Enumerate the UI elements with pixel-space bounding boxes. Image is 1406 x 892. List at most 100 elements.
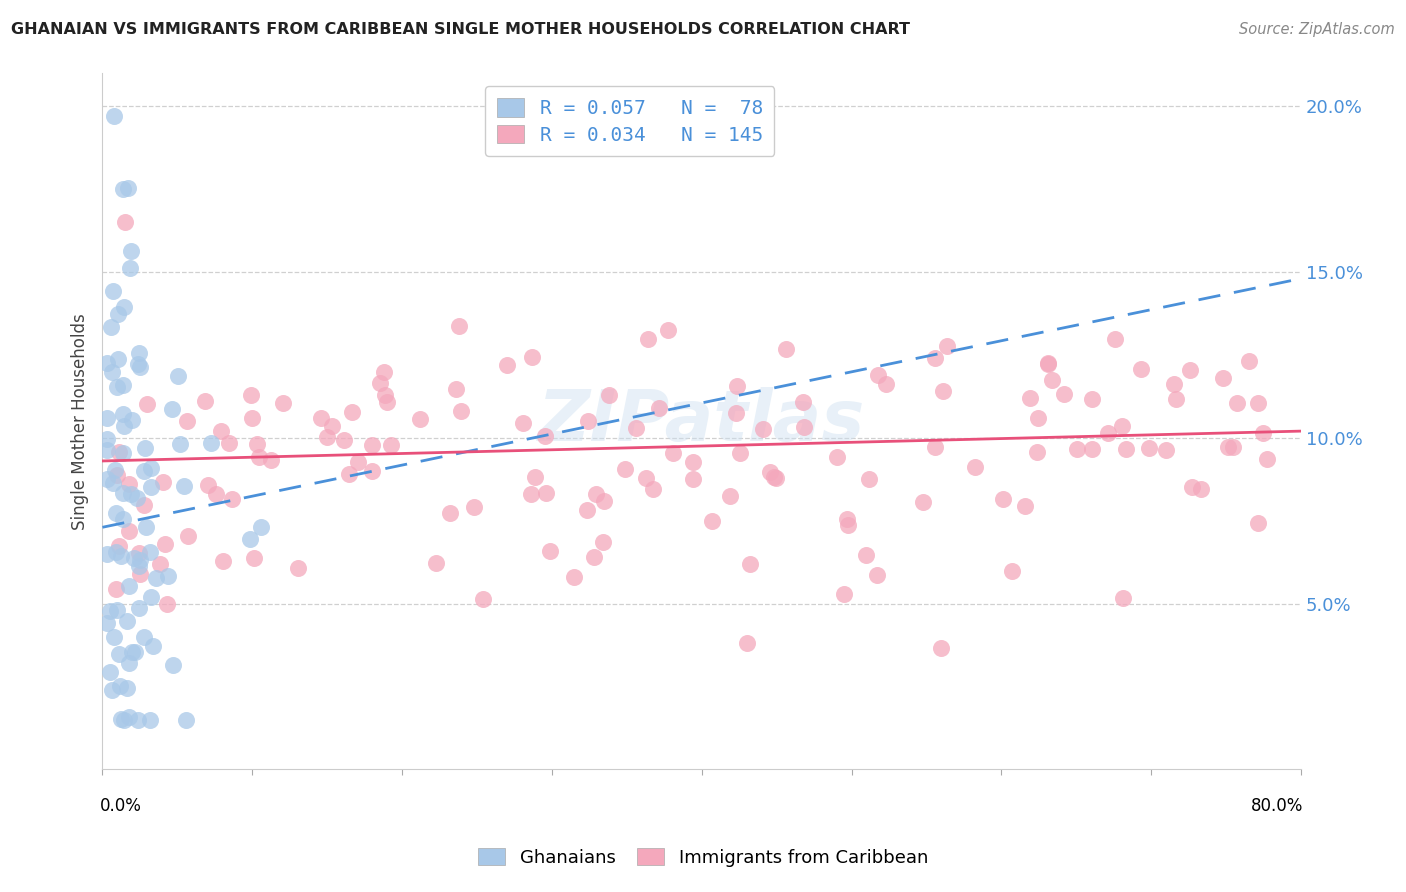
Point [128,600,150,615]
Point [209,424,232,438]
Point [858,472,880,486]
Point [177,528,200,542]
Point [145,571,167,585]
Point [309,411,332,425]
Point [105,506,128,520]
Point [1115,442,1137,456]
Point [832,586,855,600]
Point [142,640,165,654]
Point [205,487,228,501]
Point [472,591,495,606]
Point [152,475,174,489]
Point [149,558,172,572]
Point [98,604,121,618]
Point [127,713,149,727]
Point [124,645,146,659]
Point [122,551,145,566]
Point [108,647,131,661]
Point [176,414,198,428]
Point [112,486,135,500]
Point [156,568,179,582]
Point [117,710,139,724]
Point [728,446,751,460]
Point [115,681,138,695]
Point [374,388,396,402]
Point [110,712,132,726]
Point [682,473,704,487]
Point [643,482,665,496]
Point [837,517,859,532]
Point [111,446,134,460]
Point [583,549,606,564]
Point [114,215,136,229]
Point [1237,354,1260,368]
Text: 0.0%: 0.0% [100,797,142,815]
Point [98,665,121,679]
Point [240,388,263,402]
Point [316,430,339,444]
Point [725,406,748,420]
Point [1111,419,1133,434]
Point [141,590,163,604]
Point [538,544,561,558]
Point [136,397,159,411]
Text: GHANAIAN VS IMMIGRANTS FROM CARIBBEAN SINGLE MOTHER HOUSEHOLDS CORRELATION CHART: GHANAIAN VS IMMIGRANTS FROM CARIBBEAN SI… [11,22,910,37]
Point [793,419,815,434]
Point [1097,425,1119,440]
Point [321,419,343,434]
Point [132,630,155,644]
Point [104,463,127,477]
Point [218,436,240,450]
Point [128,345,150,359]
Point [115,614,138,628]
Point [153,537,176,551]
Point [450,404,472,418]
Point [247,450,270,465]
Point [112,182,135,196]
Point [1156,442,1178,457]
Point [333,433,356,447]
Text: 80.0%: 80.0% [1251,797,1303,815]
Point [751,422,773,436]
Point [1001,564,1024,578]
Point [128,546,150,560]
Point [118,260,141,275]
Point [575,502,598,516]
Point [160,402,183,417]
Point [1163,377,1185,392]
Point [340,405,363,419]
Point [139,713,162,727]
Point [425,557,447,571]
Point [139,461,162,475]
Point [271,396,294,410]
Point [763,470,786,484]
Point [512,416,534,430]
Point [107,308,129,322]
Point [118,657,141,671]
Point [718,489,741,503]
Point [657,323,679,337]
Point [108,445,131,459]
Point [380,438,402,452]
Point [593,494,616,508]
Point [259,452,281,467]
Point [134,464,156,478]
Point [166,369,188,384]
Point [463,500,485,514]
Point [936,338,959,352]
Point [963,459,986,474]
Point [139,480,162,494]
Point [523,470,546,484]
Point [337,467,360,482]
Point [96,432,118,446]
Point [173,479,195,493]
Point [702,514,724,528]
Point [855,548,877,562]
Point [409,411,432,425]
Point [101,365,124,379]
Point [1181,479,1204,493]
Point [347,455,370,469]
Point [211,554,233,568]
Point [835,512,858,526]
Point [103,476,125,491]
